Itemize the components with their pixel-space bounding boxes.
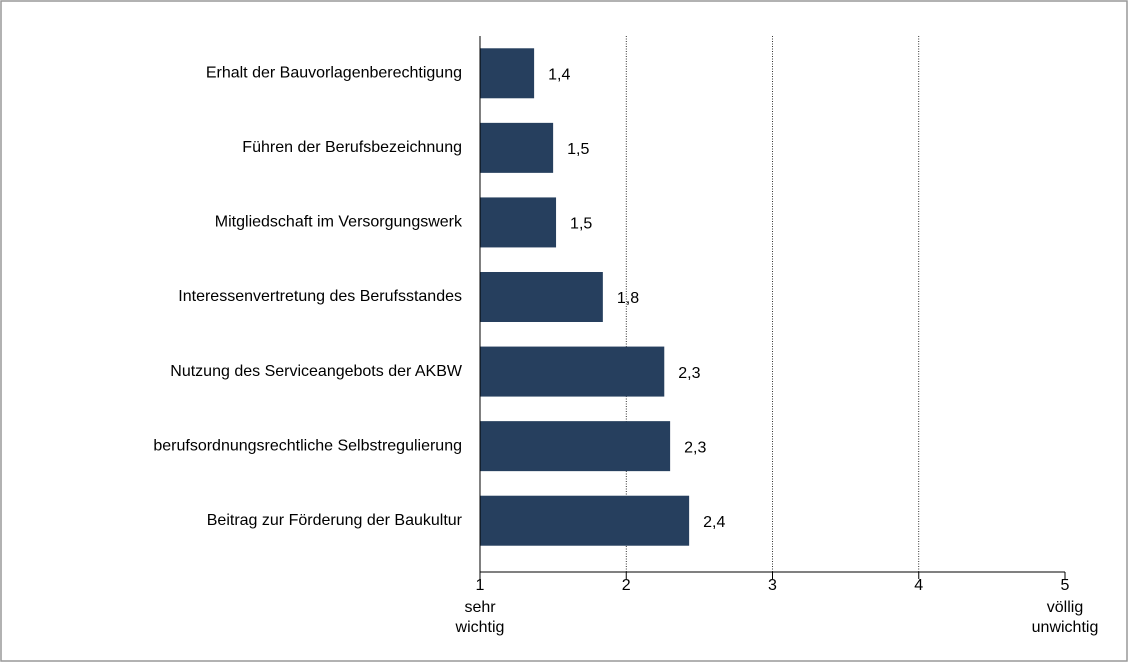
y-tick-label: Führen der Berufsbezeichnung xyxy=(242,139,462,156)
x-tick-label: 5 xyxy=(1061,577,1070,594)
bar xyxy=(480,272,603,322)
value-label: 1,4 xyxy=(548,67,570,84)
bar xyxy=(480,346,665,397)
bar xyxy=(480,197,557,248)
y-tick-label: Mitgliedschaft im Versorgungswerk xyxy=(215,214,463,231)
x-tick-label: 2 xyxy=(622,577,631,594)
x-tick-label: 1 xyxy=(476,577,485,594)
axis-annotation: unwichtig xyxy=(1032,619,1099,636)
value-label: 1,8 xyxy=(617,290,639,307)
y-tick-label: Interessenvertretung des Berufsstandes xyxy=(178,288,462,305)
value-label: 1,5 xyxy=(567,141,589,158)
bar xyxy=(480,122,554,173)
axis-annotation: sehr xyxy=(464,599,496,616)
value-label: 2,3 xyxy=(678,365,700,382)
value-label: 2,4 xyxy=(703,514,725,531)
bar xyxy=(480,48,535,99)
axis-annotation: wichtig xyxy=(455,619,505,636)
bar xyxy=(480,495,690,546)
value-label: 1,5 xyxy=(570,216,592,233)
bar xyxy=(480,421,671,472)
y-tick-label: Beitrag zur Förderung der Baukultur xyxy=(207,512,463,529)
value-label: 2,3 xyxy=(684,439,706,456)
y-tick-label: Nutzung des Serviceangebots der AKBW xyxy=(170,363,463,380)
x-tick-label: 4 xyxy=(914,577,923,594)
y-tick-label: berufsordnungsrechtliche Selbstregulieru… xyxy=(153,437,462,454)
x-tick-label: 3 xyxy=(768,577,777,594)
axis-annotation: völlig xyxy=(1047,599,1083,616)
y-tick-label: Erhalt der Bauvorlagenberechtigung xyxy=(206,65,462,82)
